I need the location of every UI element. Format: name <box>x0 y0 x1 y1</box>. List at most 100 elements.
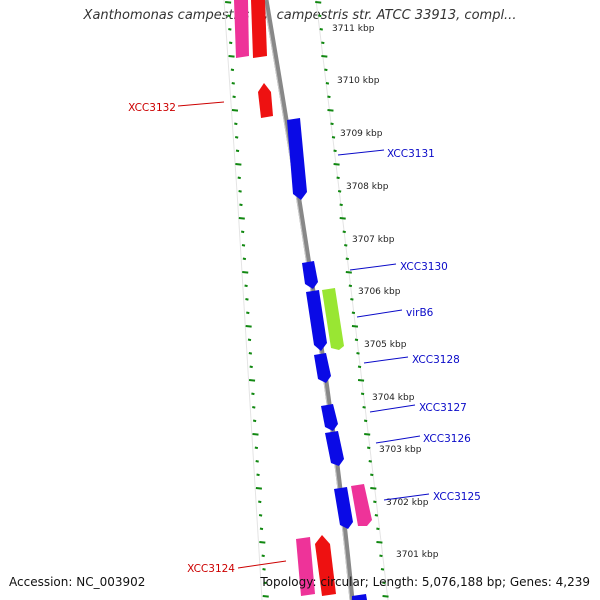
accession-text: Accession: NC_003902 <box>9 575 146 589</box>
gene-feature-xcc3132 <box>258 83 273 118</box>
gene-label: XCC3130 <box>400 261 448 273</box>
tick-mark-right <box>321 55 328 58</box>
gene-label: XCC3126 <box>423 433 471 445</box>
tick-mark-right <box>368 460 372 463</box>
gene-feature-pink-3125 <box>351 484 372 526</box>
gene-labels: XCC3131 XCC3130 virB6 XCC3128 XCC3127 XCC3126… <box>128 101 481 575</box>
tick-mark-left <box>245 325 252 328</box>
kbp-label: 3710 kbp <box>337 76 380 86</box>
kbp-label: 3703 kbp <box>379 445 422 455</box>
tick-mark-left <box>228 28 232 31</box>
tick-mark-right <box>327 95 331 99</box>
tick-mark-left <box>251 392 255 396</box>
gene-features <box>234 0 372 600</box>
gene-label-leader <box>349 263 397 271</box>
tick-mark-left <box>254 446 259 450</box>
tick-mark-left <box>241 244 246 247</box>
tick-mark-left <box>242 271 249 274</box>
tick-mark-left <box>255 487 263 490</box>
gene-label-leader <box>237 560 287 569</box>
tick-mark-right <box>360 392 365 396</box>
tick-mark-right <box>351 325 359 328</box>
gene-label-leader <box>177 101 225 107</box>
tick-mark-left <box>235 149 240 153</box>
gene-label: XCC3131 <box>387 148 435 160</box>
kbp-label: 3706 kbp <box>358 287 401 297</box>
tick-mark-right <box>318 14 322 18</box>
gene-feature-xcc3130 <box>302 261 318 289</box>
tick-mark-right <box>345 271 352 274</box>
gene-feature-red-top <box>251 0 267 58</box>
tick-mark-left <box>234 122 238 126</box>
tick-mark-right <box>357 365 362 369</box>
tick-mark-right <box>379 554 383 558</box>
tick-mark-left <box>247 338 252 342</box>
tick-mark-left <box>227 14 231 18</box>
gene-feature-xcc3124-pink <box>296 537 315 596</box>
tick-mark-right <box>362 406 366 409</box>
tick-mark-right <box>376 527 380 531</box>
tick-mark-right <box>348 284 353 288</box>
gene-feature-blue-bottom <box>352 594 367 600</box>
tick-mark-right <box>373 500 377 504</box>
tick-mark-right <box>370 473 374 477</box>
kbp-label: 3702 kbp <box>386 498 429 508</box>
tick-mark-left <box>262 568 266 571</box>
tick-mark-right <box>345 257 349 261</box>
gene-feature-xcc3126 <box>325 431 344 466</box>
tick-mark-left <box>246 311 250 315</box>
tick-mark-left <box>238 190 242 193</box>
gene-label-leader <box>337 149 385 156</box>
tick-mark-left <box>258 500 262 504</box>
tick-mark-right <box>315 1 322 4</box>
tick-mark-right <box>356 352 360 355</box>
tick-mark-right <box>367 446 371 450</box>
gene-label-leader <box>369 404 416 413</box>
map-title: Xanthomonas campestris pv. campestris st… <box>83 8 517 23</box>
tick-mark-right <box>344 244 348 247</box>
tick-mark-right <box>333 163 340 166</box>
tick-mark-right <box>351 311 356 315</box>
tick-mark-left <box>239 203 243 207</box>
topology-text: Topology: circular; Length: 5,076,188 bp… <box>260 575 590 589</box>
tick-mark-left <box>234 136 239 139</box>
tick-mark-left <box>259 541 266 544</box>
tick-mark-left <box>255 460 259 463</box>
gene-label: XCC3132 <box>128 102 176 114</box>
tick-mark-left <box>252 419 257 423</box>
gene-feature-xcc3125 <box>334 487 353 529</box>
tick-mark-right <box>333 149 337 153</box>
tick-mark-right <box>331 136 336 139</box>
kbp-label: 3709 kbp <box>340 129 383 139</box>
gene-feature-xcc3128 <box>314 353 331 383</box>
gene-feature-red-bottom <box>315 535 336 596</box>
tick-mark-right <box>382 595 389 598</box>
gene-label: XCC3124 <box>187 563 235 575</box>
tick-mark-left <box>263 581 267 585</box>
gene-label: XCC3128 <box>412 354 460 366</box>
gene-label-leader <box>363 356 409 364</box>
tick-mark-left <box>231 109 239 112</box>
tick-mark-right <box>380 568 385 571</box>
tick-mark-right <box>327 109 334 112</box>
tick-mark-left <box>258 514 263 517</box>
tick-mark-right <box>336 176 340 180</box>
tick-mark-left <box>252 433 259 436</box>
kbp-label: 3707 kbp <box>352 235 395 245</box>
gene-feature-xcc3127 <box>321 404 338 431</box>
tick-mark-left <box>237 176 241 180</box>
tick-mark-right <box>324 68 328 72</box>
tick-mark-right <box>376 541 383 544</box>
tick-mark-right <box>337 190 342 193</box>
tick-mark-left <box>256 473 260 477</box>
tick-mark-right <box>342 230 346 234</box>
tick-mark-left <box>244 284 248 288</box>
kbp-label: 3701 kbp <box>396 550 439 560</box>
kbp-label: 3708 kbp <box>346 182 389 192</box>
tick-mark-left <box>231 82 235 85</box>
tick-tracks <box>225 1 389 598</box>
tick-mark-right <box>370 487 377 490</box>
gene-feature-xcc3129 <box>306 290 327 351</box>
gene-feature-xcc3131 <box>287 118 307 200</box>
